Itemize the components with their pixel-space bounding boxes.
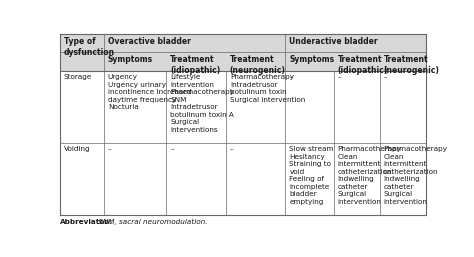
Text: Lifestyle
intervention
Pharmacotherapy
SNM
Intradetrusor
botulinum toxin A
Surgi: Lifestyle intervention Pharmacotherapy S…: [170, 75, 234, 133]
Text: Pharmacotherapy
Intradetrusor
botulinum toxin
Surgical intervention: Pharmacotherapy Intradetrusor botulinum …: [230, 75, 305, 103]
Text: Treatment
(neurogenic): Treatment (neurogenic): [230, 55, 286, 75]
Text: Storage: Storage: [64, 75, 92, 80]
Text: Treatment
(idiopathic): Treatment (idiopathic): [337, 55, 388, 75]
Text: –: –: [289, 75, 293, 80]
Text: Slow stream
Hesitancy
Straining to
void
Feeling of
incomplete
bladder
emptying: Slow stream Hesitancy Straining to void …: [289, 146, 334, 205]
Text: Type of
dysfunction: Type of dysfunction: [64, 37, 115, 57]
Text: –: –: [108, 146, 111, 152]
Text: –: –: [230, 146, 233, 152]
Text: Treatment
(neurogenic): Treatment (neurogenic): [383, 55, 439, 75]
Text: Abbreviaton:: Abbreviaton:: [60, 219, 113, 225]
Text: –: –: [337, 75, 341, 80]
Bar: [60, 52, 426, 71]
Text: Pharmacotherapy
Clean
intermittent
catheterization
Indwelling
catheter
Surgical
: Pharmacotherapy Clean intermittent cathe…: [383, 146, 447, 205]
Text: SNM, sacral neuromodulation.: SNM, sacral neuromodulation.: [96, 219, 208, 225]
Text: Pharmacotherapy
Clean
intermittent
catheterization
Indwelling
catheter
Surgical
: Pharmacotherapy Clean intermittent cathe…: [337, 146, 401, 205]
Text: Treatment
(idiopathic): Treatment (idiopathic): [170, 55, 220, 75]
Text: Underactive bladder: Underactive bladder: [289, 37, 378, 46]
Text: Urgency
Urgency urinary
incontinence Increased
daytime frequency
Nocturia: Urgency Urgency urinary incontinence Inc…: [108, 75, 191, 111]
Text: –: –: [170, 146, 174, 152]
Text: Voiding: Voiding: [64, 146, 91, 152]
Text: –: –: [383, 75, 387, 80]
Text: Overactive bladder: Overactive bladder: [108, 37, 191, 46]
Bar: [60, 34, 426, 52]
Text: Symptoms: Symptoms: [108, 55, 153, 64]
Text: Symptoms: Symptoms: [289, 55, 335, 64]
